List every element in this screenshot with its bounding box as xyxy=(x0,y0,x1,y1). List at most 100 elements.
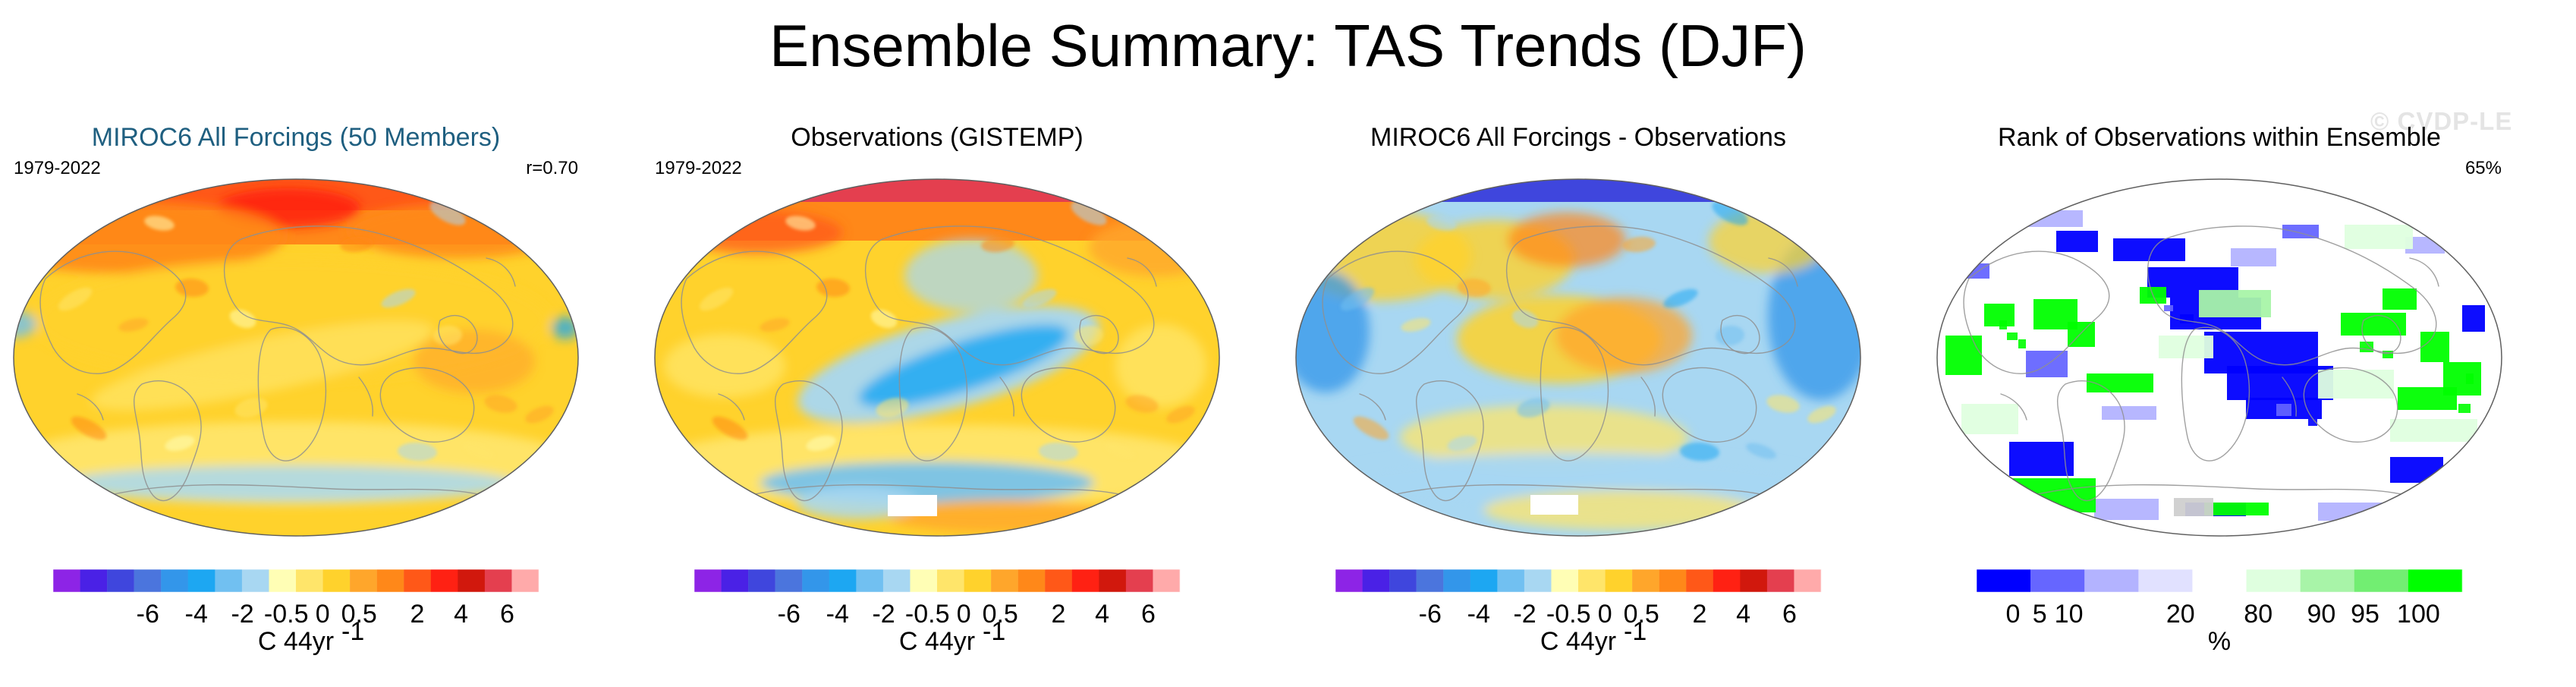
coastline-6 xyxy=(1392,484,1789,503)
colorbar-tick-label-2: -4 xyxy=(1467,600,1490,629)
coastline-2 xyxy=(1415,380,1484,502)
colorbar-tick-label-5: 80 xyxy=(2244,600,2272,629)
colorbar-segment-7 xyxy=(856,569,884,592)
colorbar-tick-label-4: -0.5 xyxy=(1546,600,1591,629)
colorbar-segment-10 xyxy=(937,569,964,592)
texture-patch-1 xyxy=(58,287,93,311)
colorbar-tick-label-6: 0.5 xyxy=(1624,600,1659,629)
colorbar-units-exponent-3: -1 xyxy=(1624,617,1647,646)
antarctic-yellow xyxy=(1483,490,1757,530)
texture-patch-7 xyxy=(484,395,517,413)
colorbar-segment-3 xyxy=(2084,569,2139,592)
texture-patch-6 xyxy=(1716,325,1744,346)
colorbar-frame-4 xyxy=(1976,569,2463,593)
colorbar-segment-18 xyxy=(1794,569,1822,592)
texture-patch-2 xyxy=(760,317,790,332)
colorbar-segment-3 xyxy=(748,569,775,592)
panel-3: MIROC6 All Forcings - Observations -6 -4-… xyxy=(1282,0,1874,687)
rank-patch-41 xyxy=(2159,336,2213,358)
colorbar-segment-6 xyxy=(187,569,215,592)
rank-patch-10 xyxy=(1959,263,1989,279)
texture-patch-13 xyxy=(1622,236,1656,253)
colorbar-tick-label-9: 6 xyxy=(500,600,514,629)
colorbar-segment-6 xyxy=(1470,569,1498,592)
rank-patch-9 xyxy=(2026,351,2068,377)
colorbar-tick-label-1: -6 xyxy=(1419,600,1442,629)
colorbar-units-exponent-2: -1 xyxy=(983,617,1005,646)
colorbar-segment-2 xyxy=(80,569,108,592)
colorbar-tick-label-3: -2 xyxy=(872,600,895,629)
colorbar-tick-label-5: 0 xyxy=(1598,600,1612,629)
pacific-light-band xyxy=(90,321,433,411)
panel-1: MIROC6 All Forcings (50 Members) 1979-20… xyxy=(0,0,592,687)
colorbar-segment-8 xyxy=(241,569,269,592)
map-panel-4 xyxy=(1936,178,2502,537)
colorbar-segment-13 xyxy=(376,569,404,592)
colorbar-segment-11 xyxy=(322,569,351,592)
colorbar-segment-8 xyxy=(2354,569,2409,592)
colorbar-segment-10 xyxy=(296,569,323,592)
texture-patch-10 xyxy=(398,442,437,462)
colorbar-panel-3: -6 -4 -2 -0.5 0 0.5 2 4 6 C 44yr -1 xyxy=(1335,569,1822,656)
texture-patch-1 xyxy=(699,287,734,311)
texture-patch-9 xyxy=(1447,436,1477,451)
rank-fine-patch-2 xyxy=(2007,332,2018,340)
colorbar-segment-5 xyxy=(161,569,188,592)
coastline-6 xyxy=(750,484,1148,503)
coastline-1 xyxy=(39,251,187,374)
coastline-2 xyxy=(2056,380,2125,502)
coastline-3 xyxy=(2147,225,2437,366)
coastline-9 xyxy=(77,393,104,421)
texture-patch-6 xyxy=(433,325,462,346)
texture-patch-10 xyxy=(1039,442,1078,462)
texture-patch-5 xyxy=(381,288,416,308)
colorbar-segment-5 xyxy=(802,569,829,592)
rank-patch-35 xyxy=(2481,244,2500,271)
colorbar-tick-label-8: 4 xyxy=(454,600,468,629)
coastline-8 xyxy=(1768,257,1798,287)
texture-patch-7 xyxy=(1766,395,1800,413)
panel-4: Rank of Observations within Ensemble 65%… xyxy=(1923,0,2515,687)
texture-patch-14 xyxy=(785,216,816,231)
colorbar-tick-label-6: 0.5 xyxy=(983,600,1018,629)
colorbar-segment-4 xyxy=(1416,569,1444,592)
coastline-9 xyxy=(718,393,745,421)
colorbar-tick-label-1: -6 xyxy=(778,600,800,629)
colorbar-segment-9 xyxy=(1551,569,1579,592)
texture-patch-11 xyxy=(1105,443,1135,459)
north-pacific-cool xyxy=(904,239,1038,312)
colorbar-segment-5 xyxy=(1443,569,1470,592)
rank-patch-11 xyxy=(2009,442,2074,476)
coastline-8 xyxy=(2409,257,2439,287)
colorbar-tick-label-7: 2 xyxy=(1052,600,1066,629)
coastline-7 xyxy=(1720,314,1760,355)
texture-patch-6 xyxy=(1074,325,1103,346)
colorbar-panel-4: 0 5 10 20 80 90 95 100% xyxy=(1976,569,2463,656)
panel-period: 1979-2022 xyxy=(14,158,101,178)
colorbar-segment-15 xyxy=(430,569,458,592)
rank-fine-patch-10 xyxy=(2466,373,2474,384)
rank-patch-16 xyxy=(2094,499,2159,520)
coastline-4 xyxy=(1540,326,1609,462)
coastline-10 xyxy=(999,377,1014,417)
rank-patch-36 xyxy=(2345,225,2413,249)
colorbar-tick-label-3: -2 xyxy=(231,600,253,629)
texture-patch-15 xyxy=(1712,201,1748,225)
colorbar-segment-18 xyxy=(1153,569,1181,592)
colorbar-segment-12 xyxy=(991,569,1018,592)
coastline-1 xyxy=(1322,251,1469,374)
colorbar-segment-17 xyxy=(1125,569,1153,592)
coastline-7 xyxy=(438,314,478,355)
colorbar-tick-label-1: 0 xyxy=(2006,600,2021,629)
colorbar-panel-1: -6 -4 -2 -0.5 0 0.5 2 4 6 C 44yr -1 xyxy=(52,569,539,656)
rank-fine-patch-9 xyxy=(2383,351,2393,358)
colorbar-segment-7 xyxy=(2300,569,2354,592)
texture-patch-14 xyxy=(1426,216,1457,231)
rank-fine-patch-6 xyxy=(2276,404,2291,416)
rank-patch-33 xyxy=(2204,503,2269,515)
map-outline-3 xyxy=(1295,178,1861,537)
colorbar-segment-17 xyxy=(484,569,512,592)
eastern-yellow xyxy=(1115,324,1206,408)
colorbar-segment-13 xyxy=(1659,569,1687,592)
colorbar-segment-3 xyxy=(1389,569,1417,592)
